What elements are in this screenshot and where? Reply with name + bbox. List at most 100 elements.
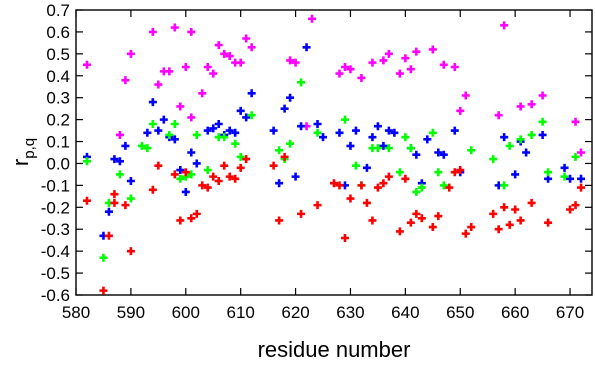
data-point <box>566 174 575 183</box>
data-point <box>412 47 421 56</box>
data-point <box>220 133 229 142</box>
data-point <box>286 93 295 102</box>
data-point <box>192 209 201 218</box>
data-point <box>297 122 306 131</box>
data-point <box>198 89 207 98</box>
data-point <box>340 63 349 71</box>
data-point <box>99 286 108 295</box>
data-point <box>500 21 509 30</box>
data-point <box>330 179 338 188</box>
data-point <box>236 58 245 67</box>
data-point <box>560 163 569 172</box>
data-points <box>82 14 586 295</box>
series-2 <box>82 78 580 262</box>
y-tick-label: -0.6 <box>41 286 70 305</box>
data-point <box>527 130 536 139</box>
data-point <box>417 183 426 192</box>
data-point <box>302 43 311 52</box>
data-point <box>148 120 157 128</box>
data-point <box>143 128 152 137</box>
data-point <box>236 152 245 161</box>
data-point <box>538 91 547 100</box>
data-point <box>236 163 245 172</box>
data-point <box>434 168 443 177</box>
data-point <box>126 194 135 203</box>
data-point <box>214 41 223 50</box>
data-point <box>505 141 514 150</box>
data-point <box>203 63 212 71</box>
data-point <box>280 152 289 161</box>
data-point <box>313 201 322 210</box>
data-point <box>319 133 328 142</box>
x-tick-label: 650 <box>446 303 474 322</box>
data-point <box>401 133 410 142</box>
data-point <box>406 218 415 227</box>
data-point <box>335 128 344 137</box>
data-point <box>544 218 553 227</box>
svg-text:rp,q: rp,q <box>8 138 38 166</box>
data-point <box>346 65 355 74</box>
data-point <box>461 229 470 238</box>
data-point <box>121 141 130 150</box>
data-point <box>225 172 234 181</box>
data-point <box>126 49 135 58</box>
data-point <box>467 146 476 155</box>
data-point <box>571 117 580 126</box>
data-point <box>126 177 135 185</box>
data-point <box>170 135 179 144</box>
data-point <box>176 174 185 183</box>
data-point <box>231 174 240 183</box>
data-point <box>313 120 322 128</box>
data-point <box>187 214 196 223</box>
data-point <box>275 146 284 155</box>
data-point <box>500 133 509 142</box>
data-point <box>209 172 218 181</box>
data-point <box>516 216 525 225</box>
data-point <box>357 73 366 82</box>
data-point <box>373 144 382 153</box>
y-tick-label: -0.2 <box>41 198 70 217</box>
data-point <box>428 45 437 54</box>
data-point <box>571 201 580 210</box>
data-point <box>286 139 295 148</box>
data-point <box>170 120 179 128</box>
x-tick-label: 590 <box>117 303 145 322</box>
data-point <box>346 141 355 150</box>
y-axis: -0.6 -0.5 -0.4 -0.3 -0.2 -0.1 0.0 0.1 0.2 0.3 0.4 0… <box>41 1 592 305</box>
y-tick-label: -0.4 <box>41 242 70 261</box>
data-point <box>401 174 410 183</box>
data-point <box>308 14 317 23</box>
data-point <box>269 161 278 170</box>
data-point <box>445 183 454 192</box>
data-point <box>412 150 421 159</box>
y-tick-label: 0.7 <box>46 1 70 20</box>
data-point <box>379 179 388 188</box>
data-point <box>209 69 218 78</box>
data-point <box>500 181 509 190</box>
data-point <box>203 126 212 135</box>
data-point <box>577 148 586 157</box>
data-point <box>313 128 322 137</box>
data-point <box>280 104 289 113</box>
data-point <box>165 67 174 76</box>
data-point <box>335 69 344 78</box>
data-point <box>373 183 382 192</box>
data-point <box>137 141 146 150</box>
data-point <box>538 117 547 126</box>
data-point <box>181 168 190 177</box>
y-axis-title-main: r <box>8 159 33 166</box>
data-point <box>384 144 393 153</box>
data-point <box>170 23 179 32</box>
data-point <box>115 157 124 166</box>
y-tick-label: 0.5 <box>46 45 70 64</box>
data-point <box>148 98 157 107</box>
series-1 <box>82 43 586 240</box>
data-point <box>176 166 185 175</box>
data-point <box>236 106 245 115</box>
data-point <box>176 216 185 225</box>
data-point <box>110 155 119 164</box>
series-3 <box>82 152 586 295</box>
data-point <box>154 126 163 135</box>
data-point <box>351 126 360 135</box>
data-point <box>412 187 421 196</box>
